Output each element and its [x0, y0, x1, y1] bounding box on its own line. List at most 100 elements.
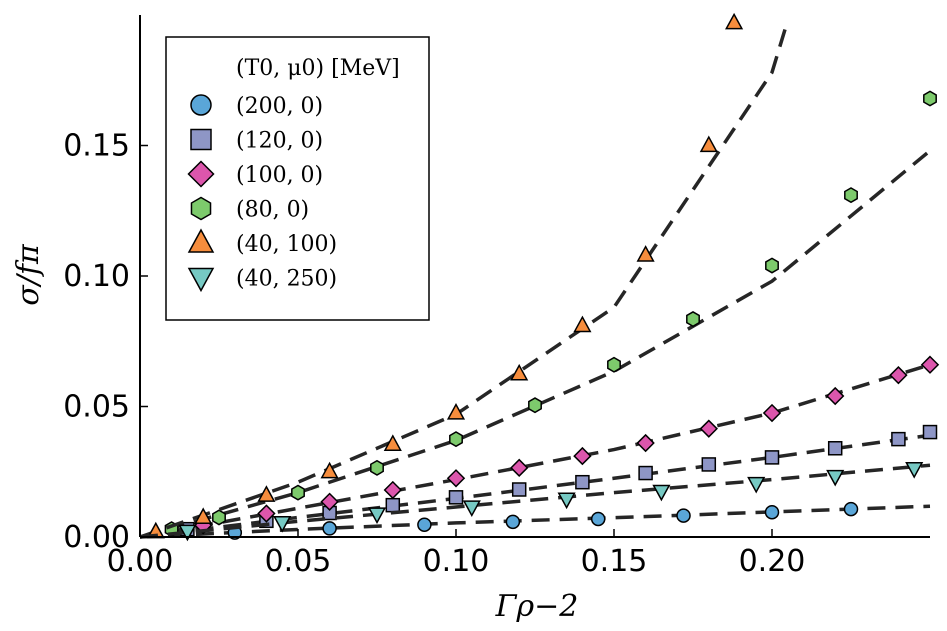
legend-item: (80, 0) — [190, 196, 309, 223]
x-tick-label: 0.15 — [581, 544, 648, 579]
axes: 0.00 0.05 0.10 0.15 0.20 0.00 0.05 0.10 0.15 — [63, 15, 930, 579]
data-point — [178, 524, 197, 542]
data-point — [273, 516, 292, 533]
data-point — [747, 476, 766, 494]
data-point — [212, 509, 226, 526]
legend-label: (120, 0) — [236, 129, 323, 154]
legend-item: (120, 0) — [190, 128, 323, 154]
legend-label: (40, 100) — [236, 232, 337, 257]
plot-area — [139, 12, 940, 542]
data-point — [638, 465, 653, 481]
data-point — [505, 514, 521, 530]
data-point — [765, 257, 779, 274]
data-point — [575, 474, 590, 490]
data-point — [194, 507, 213, 525]
x-tick-label: 0.05 — [265, 544, 332, 579]
data-point — [573, 315, 592, 333]
data-point — [510, 458, 529, 478]
data-point — [701, 457, 717, 472]
x-axis-label: Γρ−2 — [495, 589, 579, 624]
data-point — [557, 492, 576, 510]
data-point — [889, 365, 908, 385]
data-point — [446, 469, 466, 488]
data-point — [826, 386, 845, 406]
legend-marker — [190, 94, 212, 116]
data-point — [370, 459, 384, 476]
data-point — [891, 431, 906, 447]
data-point — [367, 507, 387, 525]
x-tick-label: 0.20 — [739, 544, 806, 579]
data-point — [320, 492, 339, 511]
data-point — [590, 511, 606, 527]
data-point — [762, 403, 782, 423]
series-6 — [139, 462, 931, 542]
data-point — [573, 446, 592, 466]
data-point — [922, 424, 938, 440]
x-tick-label: 0.10 — [423, 544, 490, 579]
data-point — [764, 450, 780, 465]
legend-label: (100, 0) — [236, 163, 323, 188]
series-3 — [139, 355, 940, 539]
data-point — [652, 484, 671, 502]
data-point — [826, 469, 845, 487]
legend-marker — [190, 128, 212, 151]
data-point — [446, 403, 466, 420]
y-tick-label: 0.15 — [63, 129, 130, 164]
fit-line — [139, 363, 931, 539]
data-point — [462, 500, 481, 518]
data-point — [383, 434, 402, 451]
data-point — [844, 187, 858, 204]
data-point — [291, 484, 305, 501]
legend-label: (80, 0) — [236, 198, 309, 223]
legend-label: (40, 250) — [236, 267, 337, 292]
legend-item: (200, 0) — [190, 94, 323, 119]
data-point — [448, 490, 464, 505]
fit-line — [139, 463, 931, 539]
data-point — [636, 433, 655, 453]
data-point — [699, 419, 718, 438]
x-tick-label: 0.00 — [107, 544, 174, 579]
data-point — [676, 508, 691, 523]
legend-title: (T0, μ0) [MeV] — [236, 56, 400, 81]
legend-marker — [190, 196, 212, 221]
data-point — [843, 501, 859, 517]
data-point — [923, 90, 937, 107]
data-point — [920, 355, 940, 374]
data-point — [905, 462, 924, 479]
legend-label: (200, 0) — [236, 94, 323, 119]
y-tick-label: 0.00 — [63, 520, 130, 555]
data-point — [699, 135, 718, 153]
series-1 — [139, 501, 931, 540]
data-point — [528, 397, 542, 414]
legend: (T0, μ0) [MeV] (200, 0) (120, 0) (100, 0) (… — [165, 36, 430, 321]
data-point — [607, 356, 621, 373]
y-tick-label: 0.10 — [63, 259, 130, 294]
data-point — [764, 504, 780, 520]
data-point — [725, 12, 744, 30]
legend-item: (100, 0) — [187, 160, 323, 188]
data-point — [257, 485, 276, 502]
series-5 — [139, 12, 790, 539]
data-point — [320, 461, 339, 479]
fit-line — [139, 19, 790, 539]
data-point — [257, 504, 276, 523]
y-tick-label: 0.05 — [63, 390, 130, 425]
data-point — [636, 245, 655, 262]
data-point — [510, 363, 529, 381]
y-axis-label: σ/fπ — [11, 243, 46, 306]
legend-marker — [187, 228, 215, 253]
data-point — [322, 521, 337, 536]
data-point — [383, 480, 402, 500]
legend-marker — [187, 267, 215, 293]
legend-marker — [187, 160, 215, 188]
data-point — [827, 441, 843, 456]
data-point — [385, 497, 401, 513]
fit-line — [139, 433, 931, 539]
legend-item: (40, 250) — [187, 267, 337, 293]
data-point — [686, 311, 700, 328]
legend-item: (40, 100) — [187, 228, 337, 257]
data-point — [417, 517, 432, 532]
data-point — [511, 482, 527, 497]
data-point — [449, 431, 463, 448]
